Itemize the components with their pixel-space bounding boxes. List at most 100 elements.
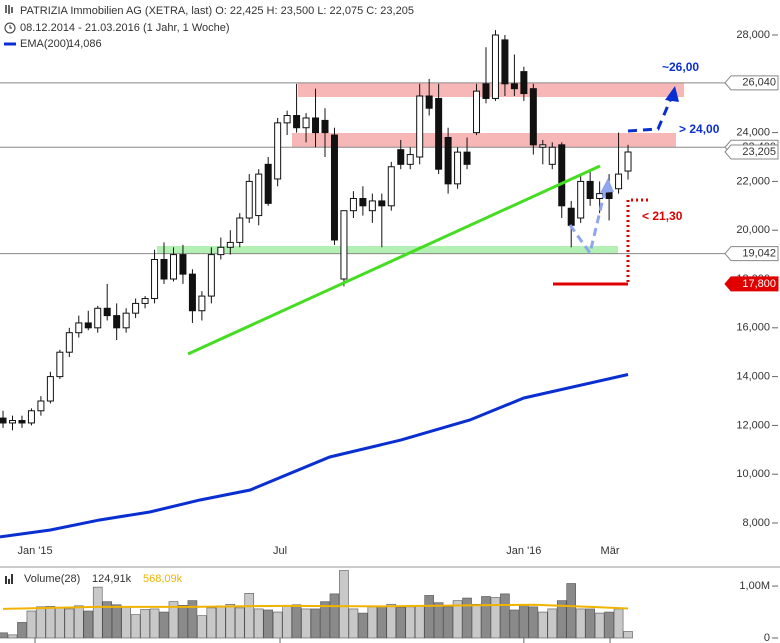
price-label: 19,042: [742, 247, 776, 259]
arrow-head: [665, 86, 679, 102]
volume-bar: [348, 608, 359, 639]
volume-bar: [291, 604, 302, 639]
icon: [5, 5, 13, 14]
volume-label: Volume(28): [24, 573, 80, 585]
volume-bar: [55, 607, 65, 639]
volume-bar: [168, 601, 179, 639]
header: PATRIZIA Immobilien AG (XETRA, last) O: …: [4, 5, 414, 585]
volume-bar: [358, 612, 368, 639]
candle-body: [624, 151, 632, 172]
candle-body: [387, 166, 395, 207]
volume-bar: [604, 611, 614, 639]
volume-bar: [178, 604, 188, 639]
volume-bar: [310, 608, 321, 639]
price-label: 26,040: [742, 77, 776, 89]
candle-body: [378, 200, 386, 207]
volume-bar: [206, 607, 217, 639]
volume-bar: [234, 607, 245, 639]
volume-bar: [623, 631, 633, 639]
y-tick-label: 14,000: [736, 371, 770, 383]
y-tick-label: 20,000: [736, 224, 770, 236]
volume-bar: [26, 610, 37, 639]
volume-bar: [244, 593, 255, 639]
price-label-box: [724, 246, 779, 262]
candle-body: [198, 295, 206, 312]
candle-body: [482, 83, 490, 99]
candle-body: [491, 34, 499, 99]
price-label: 23,205: [742, 146, 776, 158]
candle-body: [103, 307, 111, 317]
volume-bar: [159, 611, 169, 639]
candle-body: [141, 298, 149, 304]
candle-body: [368, 200, 376, 212]
volume-average: [3, 603, 629, 610]
candle-body: [293, 115, 301, 129]
candle-body: [586, 180, 594, 199]
y-tick-label: 16,000: [736, 322, 770, 334]
candle-body: [425, 95, 433, 109]
candle-body: [9, 420, 16, 424]
candle-body: [84, 322, 92, 329]
volume-bar: [282, 605, 292, 639]
candle-body: [236, 217, 244, 243]
volume-bar: [528, 606, 539, 639]
candle-body: [132, 302, 140, 314]
candle-body: [444, 136, 452, 185]
candle-body: [567, 207, 575, 226]
candle-body: [113, 315, 121, 329]
volume-bar: [111, 604, 122, 639]
candle-body: [46, 376, 54, 402]
candle-body: [615, 173, 623, 190]
y-tick-label: 12,000: [736, 419, 770, 431]
y-tick-label: 24,000: [736, 127, 770, 139]
resistance-zone: [292, 133, 676, 147]
volume-bar: [45, 606, 56, 639]
volume-bar: [594, 612, 605, 639]
volume-bar: [414, 605, 425, 639]
candle-body: [349, 197, 357, 212]
candle-body: [169, 254, 177, 280]
volume-bar: [64, 608, 75, 639]
candle-body: [151, 258, 159, 300]
volume-bar: [424, 595, 434, 639]
candle-body: [75, 322, 83, 334]
y-tick-label: 22,000: [736, 175, 770, 187]
candle-body: [302, 117, 310, 129]
stop-dotted: [626, 198, 648, 282]
volume-bar: [490, 597, 501, 639]
candle-body: [179, 254, 187, 275]
volume-bar: [613, 608, 624, 639]
candle-body: [510, 83, 518, 90]
candle-body: [397, 149, 405, 165]
volume-bar: [36, 606, 46, 639]
forecast-arrow: [627, 95, 674, 133]
candle-body: [473, 90, 481, 134]
volume-bar: [121, 606, 131, 639]
ema-line: [0, 373, 629, 539]
volume-bar: [92, 586, 103, 639]
volume-bar: [471, 603, 482, 639]
volume-bar: [462, 597, 472, 639]
volume-bar: [263, 609, 273, 639]
candle-body: [596, 193, 604, 199]
volume-bar: [509, 609, 520, 639]
candle-body: [558, 144, 566, 207]
x-tick-label: Jan '16: [506, 545, 541, 557]
annotation: ~26,00: [662, 60, 699, 74]
volume-bar: [253, 608, 264, 639]
candle-body: [207, 254, 215, 297]
price-label: 17,800: [742, 278, 776, 290]
candle-body: [122, 312, 130, 329]
arrow-head: [600, 178, 614, 193]
annotation: > 24,00: [679, 122, 720, 136]
candle-body: [312, 117, 320, 134]
candle-body: [454, 151, 462, 185]
y-tick-label: 28,000: [736, 29, 770, 41]
volume-bar: [272, 611, 283, 639]
volume-bar: [395, 607, 406, 639]
volume-bar: [7, 634, 18, 639]
volume-average-value: 568,09k: [143, 573, 183, 585]
candle-body: [501, 39, 509, 85]
volume-bar: [73, 605, 84, 639]
